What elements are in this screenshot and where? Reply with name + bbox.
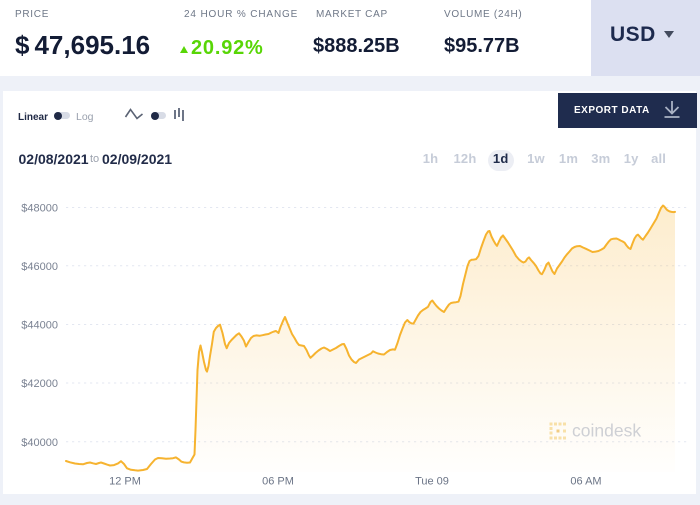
svg-text:06 AM: 06 AM xyxy=(570,476,601,488)
svg-text:$42000: $42000 xyxy=(21,378,58,390)
svg-text:$40000: $40000 xyxy=(21,437,58,449)
svg-text:$44000: $44000 xyxy=(21,320,58,332)
svg-text:12 PM: 12 PM xyxy=(109,476,141,488)
svg-text:06 PM: 06 PM xyxy=(262,476,294,488)
svg-text:$46000: $46000 xyxy=(21,261,58,273)
svg-text:$48000: $48000 xyxy=(21,203,58,215)
svg-text:Tue 09: Tue 09 xyxy=(415,476,449,488)
